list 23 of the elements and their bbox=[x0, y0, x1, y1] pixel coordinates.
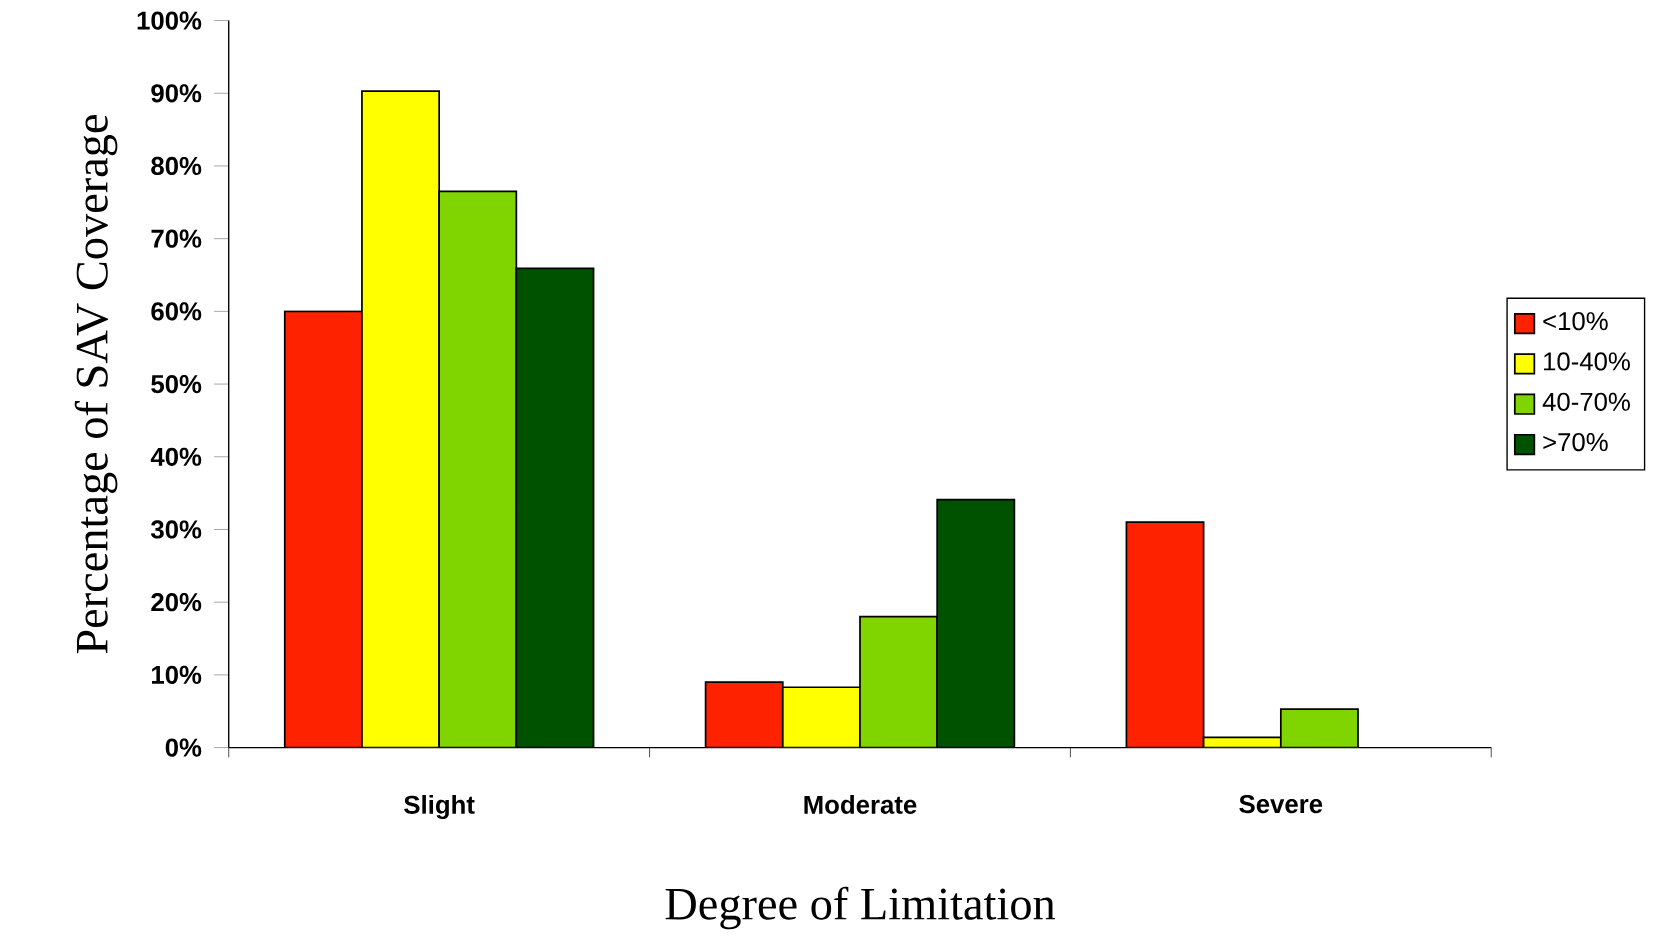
legend-label: <10% bbox=[1543, 312, 1608, 331]
y-tick-label: 50% bbox=[151, 375, 202, 394]
y-tick-label: 10% bbox=[152, 665, 202, 685]
legend-label: >70% bbox=[1543, 433, 1608, 452]
y-tick-label: 40% bbox=[150, 447, 202, 467]
legend-label: 40-70% bbox=[1542, 392, 1630, 412]
x-tick-label: Severe bbox=[1239, 795, 1323, 814]
bar bbox=[1279, 708, 1359, 748]
bar bbox=[439, 191, 517, 748]
y-tick-label: 60% bbox=[151, 302, 202, 321]
y-tick-label: 0% bbox=[165, 738, 202, 757]
x-tick-label: Moderate bbox=[804, 795, 917, 815]
x-tick-label: Slight bbox=[404, 795, 475, 820]
legend-label: 10-40% bbox=[1544, 352, 1630, 371]
y-tick-label: 70% bbox=[151, 229, 202, 248]
y-tick-label: 80% bbox=[151, 156, 202, 176]
y-axis-title: Percentage of SAV Coverage bbox=[74, 115, 118, 654]
x-axis-title: Degree of Limitation bbox=[665, 886, 1055, 930]
bar bbox=[859, 616, 938, 748]
y-tick-label: 100% bbox=[137, 11, 202, 30]
y-tick-label: 20% bbox=[151, 593, 202, 612]
y-tick-label: 30% bbox=[150, 520, 202, 539]
y-tick-label: 90% bbox=[151, 84, 202, 103]
